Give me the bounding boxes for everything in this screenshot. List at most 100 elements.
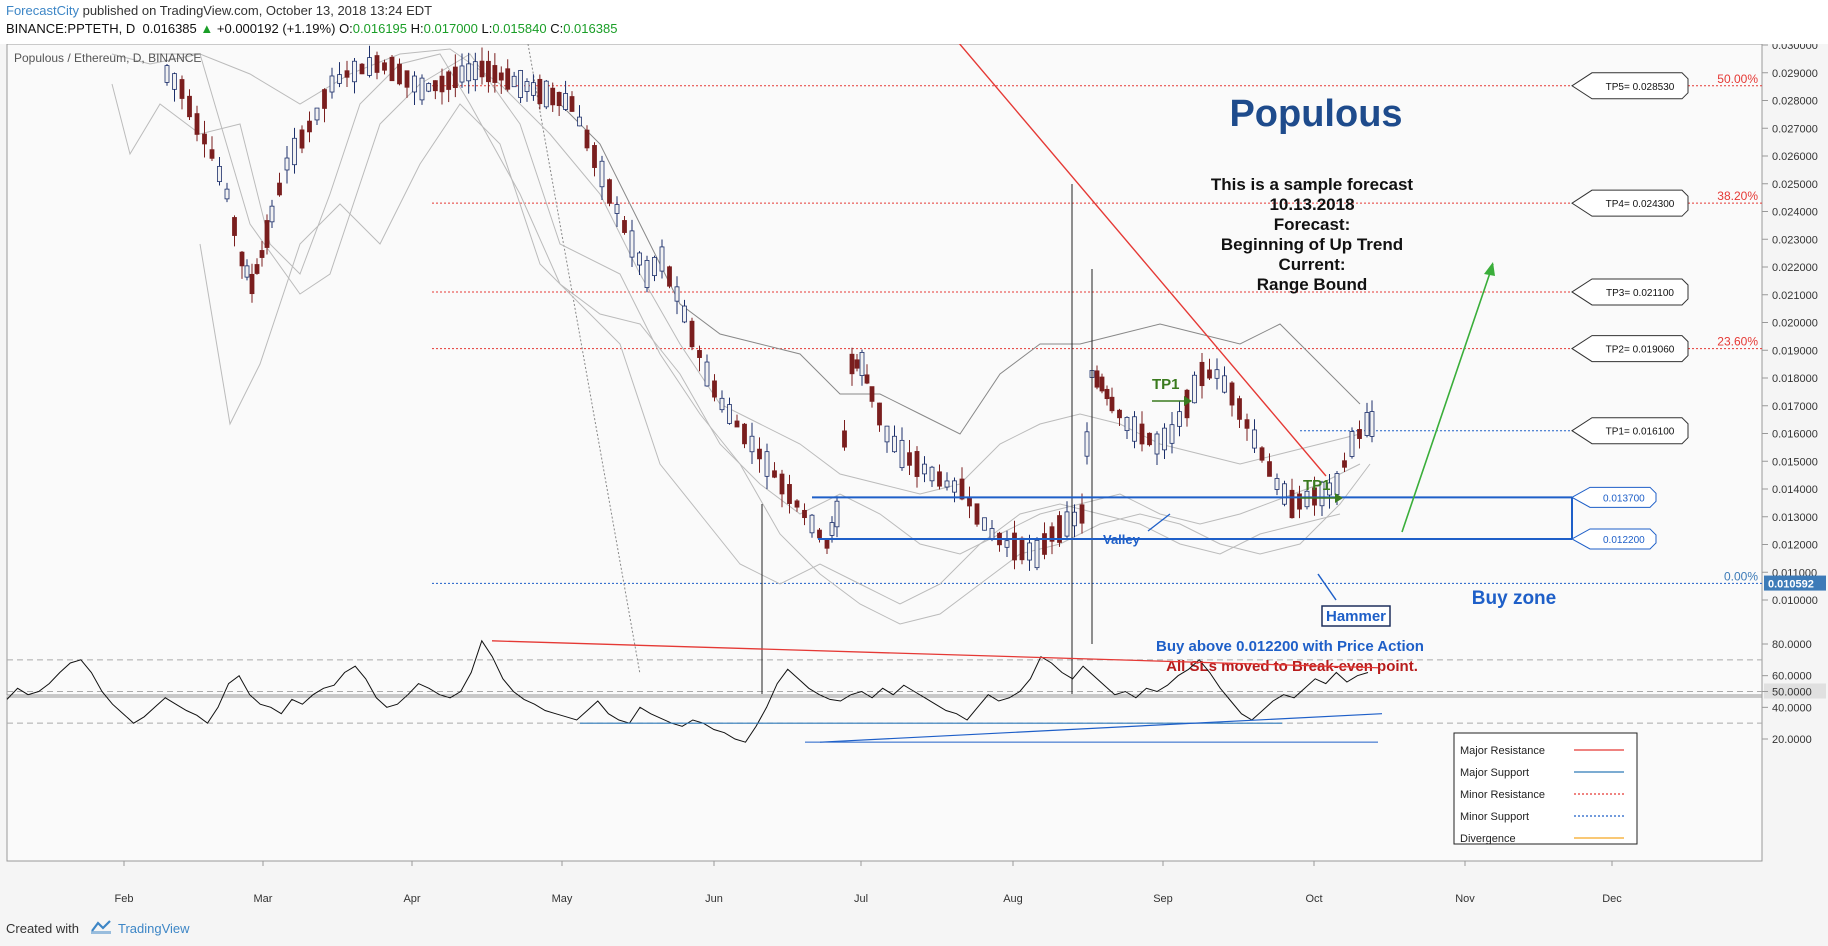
buy-zone-price-label: 0.013700 — [1603, 493, 1645, 504]
candle-body — [1289, 489, 1295, 519]
candle-body — [194, 113, 200, 135]
candle-body — [367, 57, 372, 76]
candle-body — [772, 470, 777, 478]
candle-body — [352, 60, 357, 83]
time-tick-label: Oct — [1305, 893, 1322, 905]
candle-body — [1079, 504, 1085, 524]
target-label: TP4= 0.024300 — [1606, 199, 1675, 210]
candle-body — [1117, 409, 1122, 419]
time-axis[interactable]: Feb Mar Apr May Jun Jul Aug Sep Oct Nov Dec — [115, 861, 1623, 905]
candles — [164, 45, 1375, 694]
candle-body — [584, 129, 590, 149]
forecast-text-line: Current: — [1278, 255, 1345, 274]
candle-body — [249, 273, 255, 295]
candle-body — [892, 435, 897, 453]
candle-body — [322, 89, 327, 109]
buy-zone: 0.013700 0.012200 Buy zone — [812, 486, 1657, 609]
candle-body — [486, 60, 491, 83]
candle-body — [859, 352, 865, 376]
rsi-plot — [6, 639, 1383, 743]
candle-body — [674, 286, 680, 302]
tp1-arrow-head-icon — [1184, 396, 1192, 406]
candle-body — [466, 63, 472, 82]
candle-body — [914, 451, 920, 477]
candle-body — [974, 503, 980, 525]
chart-canvas[interactable]: 0.030000 0.029000 0.028000 0.027000 0.026000… — [0, 44, 1828, 908]
price-tick-label: 0.030000 — [1772, 44, 1818, 52]
close-value: 0.016385 — [563, 21, 618, 36]
candle-body — [179, 79, 185, 99]
candle-body — [1109, 396, 1115, 412]
time-tick-label: Apr — [403, 893, 420, 905]
time-tick-label: Jul — [854, 893, 868, 905]
rsi-tick-label: 40.0000 — [1772, 702, 1812, 714]
candle-body — [1304, 490, 1310, 508]
annotations: Populous This is a sample forecast10.13.2… — [958, 44, 1495, 675]
candle-body — [712, 380, 717, 398]
candle-body — [682, 305, 687, 323]
candle-body — [550, 87, 556, 106]
up-arrow-icon: ▲ — [200, 21, 214, 36]
candle-body — [787, 484, 792, 504]
candle-body — [1104, 388, 1110, 400]
publish-info: ForecastCity published on TradingView.co… — [6, 3, 432, 18]
candle-body — [697, 350, 702, 358]
target-label: TP3= 0.021100 — [1606, 288, 1674, 299]
candle-body — [864, 374, 870, 384]
hammer-arrow-line — [1317, 573, 1337, 601]
forecast-title: Populous — [1229, 93, 1402, 135]
price-tick-label: 0.023000 — [1772, 234, 1818, 246]
price-pane[interactable] — [6, 44, 1763, 696]
tradingview-logo-icon[interactable] — [90, 919, 112, 935]
buy-zone-label: Buy zone — [1472, 588, 1556, 609]
candle-body — [382, 62, 387, 71]
candle-body — [277, 182, 282, 196]
candle-body — [1297, 493, 1302, 510]
candle-body — [569, 96, 575, 112]
candle-body — [1334, 473, 1340, 495]
tp1-label: TP1 — [1152, 376, 1180, 393]
rsi-tick-label: 20.0000 — [1772, 734, 1812, 746]
candle-body — [1012, 532, 1017, 561]
candle-body — [254, 264, 260, 274]
candle-body — [492, 65, 498, 83]
symbol-label[interactable]: BINANCE:PPTETH, D — [6, 21, 136, 36]
current-price-tag — [1764, 575, 1826, 591]
rsi-tick-label: 60.0000 — [1772, 671, 1812, 683]
legend-item-label: Minor Resistance — [1460, 789, 1545, 801]
price-axis[interactable]: 0.030000 0.029000 0.028000 0.027000 0.026000… — [1762, 44, 1826, 607]
publish-text: published on TradingView.com, October 13… — [82, 3, 433, 18]
candle-body — [1099, 376, 1105, 392]
candle-body — [537, 78, 543, 105]
time-tick-label: Jun — [705, 893, 723, 905]
tradingview-link[interactable]: TradingView — [118, 921, 190, 936]
candle-body — [543, 80, 549, 108]
candle-body — [989, 528, 995, 540]
candle-body — [922, 463, 927, 475]
pane-title: Populous / Ethereum, D, BINANCE — [14, 51, 201, 65]
publisher-link[interactable]: ForecastCity — [6, 3, 79, 18]
rsi-axis[interactable]: 80.0000 60.0000 50.0000 40.0000 20.0000 — [1762, 639, 1826, 746]
rsi-resistance-line — [491, 640, 1379, 669]
uptrend-arrow-line — [1401, 263, 1494, 533]
candle-body — [1282, 483, 1287, 505]
candle-body — [592, 145, 597, 168]
candle-body — [1177, 411, 1182, 427]
band-line — [150, 53, 1371, 625]
candle-body — [164, 65, 170, 83]
time-tick-label: Sep — [1153, 893, 1173, 905]
candle-body — [952, 480, 957, 493]
ohlc-info: BINANCE:PPTETH, D 0.016385 ▲ +0.000192 (… — [6, 21, 617, 36]
rsi-guides — [7, 659, 1762, 724]
candle-body — [563, 93, 568, 110]
candle-body — [1267, 461, 1272, 477]
candle-body — [224, 188, 230, 200]
candle-body — [307, 120, 312, 133]
price-tick-label: 0.012000 — [1772, 540, 1818, 552]
candle-body — [217, 165, 222, 183]
candle-body — [1154, 433, 1160, 455]
target-callout — [1571, 335, 1689, 363]
price-tick-label: 0.028000 — [1772, 96, 1818, 108]
sl-moved-text: All SLs moved to Break-even point. — [1166, 658, 1418, 675]
candle-body — [764, 451, 770, 477]
